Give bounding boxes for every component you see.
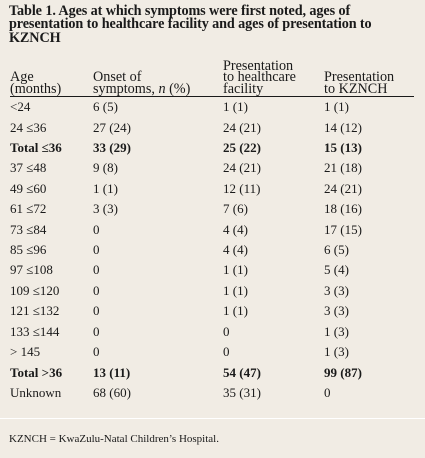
cell-onset: 27 (24): [93, 119, 131, 135]
cell-onset: 33 (29): [93, 140, 131, 156]
cell-age: 109 ≤120: [10, 282, 60, 298]
table-row: 37 ≤48 9 (8) 24 (21) 21 (18): [10, 158, 414, 178]
table-row: 85 ≤96 0 4 (4) 6 (5): [10, 240, 414, 260]
header-onset: Onset of symptoms, n (%): [93, 61, 223, 98]
cell-age: <24: [10, 99, 31, 115]
cell-onset: 0: [93, 323, 100, 339]
cell-onset: 13 (11): [93, 364, 131, 380]
cell-kznch: 99 (87): [324, 364, 362, 380]
cell-age: Total >36: [10, 364, 63, 380]
cell-kznch: 21 (18): [324, 160, 362, 176]
header-healthcare: Presentation to healthcare facility: [223, 58, 324, 98]
cell-age: 121 ≤132: [10, 303, 60, 319]
cell-age: 97 ≤108: [10, 262, 53, 278]
data-table: Age (months) Onset of symptoms, n (%) Pr…: [10, 58, 414, 404]
cell-kznch: 3 (3): [324, 303, 349, 319]
cell-age: Total ≤36: [10, 140, 62, 156]
cell-healthcare: 24 (21): [223, 119, 261, 135]
header-healthcare-line1: Presentation: [223, 58, 294, 74]
cell-healthcare: 0: [223, 344, 230, 360]
cell-kznch: 18 (16): [324, 201, 362, 217]
cell-healthcare: 4 (4): [223, 221, 248, 237]
cell-kznch: 1 (3): [324, 344, 349, 360]
cell-onset: 6 (5): [93, 99, 118, 115]
table-footnote: KZNCH = KwaZulu-Natal Children’s Hospita…: [9, 433, 219, 445]
table-body: <24 6 (5) 1 (1) 1 (1) 24 ≤36 27 (24) 24 (21) 14…: [10, 97, 414, 404]
table-title: Table 1. Ages at which symptoms were fir…: [9, 3, 372, 46]
cell-age: 37 ≤48: [10, 160, 47, 176]
header-kznch-line2: to KZNCH: [324, 80, 388, 97]
cell-healthcare: 1 (1): [223, 99, 248, 115]
cell-healthcare: 25 (22): [223, 140, 261, 156]
table-row: Unknown 68 (60) 35 (31) 0: [10, 383, 414, 403]
cell-age: 133 ≤144: [10, 323, 60, 339]
cell-onset: 0: [93, 262, 100, 278]
cell-onset: 0: [93, 344, 100, 360]
cell-kznch: 6 (5): [324, 242, 349, 258]
table-row: 121 ≤132 0 1 (1) 3 (3): [10, 301, 414, 321]
table-row: 49 ≤60 1 (1) 12 (11) 24 (21): [10, 179, 414, 199]
cell-onset: 3 (3): [93, 201, 118, 217]
cell-healthcare: 1 (1): [223, 262, 248, 278]
table-row: 24 ≤36 27 (24) 24 (21) 14 (12): [10, 118, 414, 138]
cell-age: 24 ≤36: [10, 119, 47, 135]
cell-onset: 1 (1): [93, 180, 118, 196]
cell-healthcare: 1 (1): [223, 303, 248, 319]
table-row: 97 ≤108 0 1 (1) 5 (4): [10, 260, 414, 280]
cell-onset: 0: [93, 242, 100, 258]
table-row: 133 ≤144 0 0 1 (3): [10, 322, 414, 342]
header-age-line1: Age: [10, 69, 34, 86]
cell-kznch: 3 (3): [324, 282, 349, 298]
cell-age: 49 ≤60: [10, 180, 47, 196]
header-kznch: Presentation to KZNCH: [324, 61, 414, 98]
header-healthcare-line3: facility: [223, 80, 264, 97]
cell-healthcare: 7 (6): [223, 201, 248, 217]
header-healthcare-line2: to healthcare: [223, 69, 296, 86]
cell-age: 73 ≤84: [10, 221, 47, 237]
cell-onset: 0: [93, 221, 100, 237]
header-onset-line2: symptoms, n (%): [93, 80, 191, 97]
cell-healthcare: 35 (31): [223, 384, 261, 400]
header-onset-line1: Onset of: [93, 69, 142, 86]
header-age-line2: (months): [10, 80, 62, 97]
cell-healthcare: 0: [223, 323, 230, 339]
table-total-row: Total ≤36 33 (29) 25 (22) 15 (13): [10, 138, 414, 158]
table-row: <24 6 (5) 1 (1) 1 (1): [10, 97, 414, 118]
cell-kznch: 15 (13): [324, 140, 362, 156]
table-row: 73 ≤84 0 4 (4) 17 (15): [10, 220, 414, 240]
cell-healthcare: 24 (21): [223, 160, 261, 176]
cell-age: 85 ≤96: [10, 242, 47, 258]
cell-healthcare: 4 (4): [223, 242, 248, 258]
header-kznch-line1: Presentation: [324, 69, 395, 86]
cell-age: 61 ≤72: [10, 201, 47, 217]
cell-onset: 0: [93, 303, 100, 319]
cell-kznch: 17 (15): [324, 221, 362, 237]
cell-age: > 145: [10, 344, 41, 360]
cell-kznch: 14 (12): [324, 119, 362, 135]
cell-healthcare: 1 (1): [223, 282, 248, 298]
cell-onset: 9 (8): [93, 160, 118, 176]
cell-onset: 0: [93, 282, 100, 298]
table-row: 109 ≤120 0 1 (1) 3 (3): [10, 281, 414, 301]
cell-healthcare: 12 (11): [223, 180, 261, 196]
cell-age: Unknown: [10, 384, 62, 400]
cell-healthcare: 54 (47): [223, 364, 261, 380]
table-row: 61 ≤72 3 (3) 7 (6) 18 (16): [10, 199, 414, 219]
cell-kznch: 1 (1): [324, 99, 349, 115]
cell-kznch: 0: [324, 384, 331, 400]
footnote-divider: [0, 418, 425, 419]
header-row: Age (months) Onset of symptoms, n (%) Pr…: [10, 58, 414, 98]
cell-kznch: 5 (4): [324, 262, 349, 278]
cell-kznch: 1 (3): [324, 323, 349, 339]
table-row: > 145 0 0 1 (3): [10, 342, 414, 362]
table-total-row: Total >36 13 (11) 54 (47) 99 (87): [10, 363, 414, 383]
header-age: Age (months): [10, 61, 93, 98]
cell-kznch: 24 (21): [324, 180, 362, 196]
cell-onset: 68 (60): [93, 384, 131, 400]
